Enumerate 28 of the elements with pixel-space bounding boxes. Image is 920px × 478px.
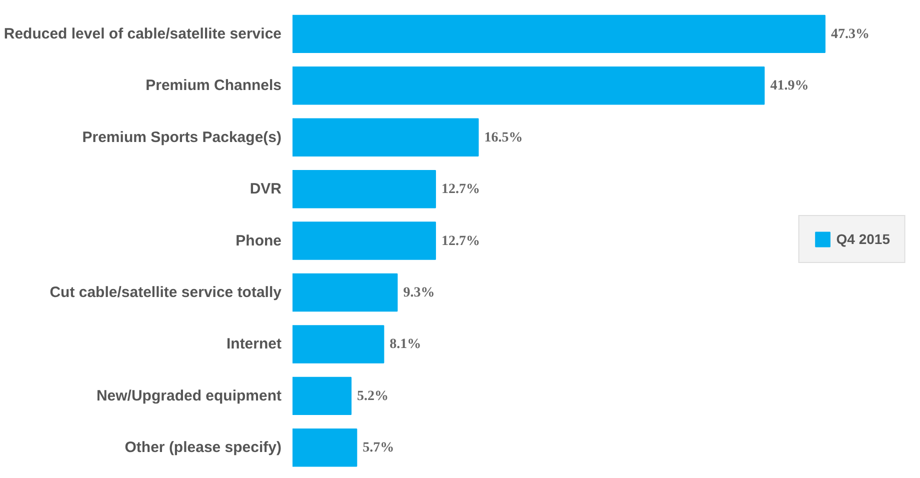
bar — [292, 66, 765, 105]
bar — [292, 325, 384, 364]
data-label: 9.3% — [403, 286, 435, 301]
y-tick-label: Reduced level of cable/satellite service — [4, 25, 282, 42]
data-label: 47.3% — [830, 26, 870, 42]
data-label: 16.5% — [484, 130, 523, 146]
bar — [292, 273, 398, 312]
y-tick-label: Internet — [226, 336, 282, 353]
y-tick-label: Other (please specify) — [124, 439, 282, 456]
y-tick-label: Premium Channels — [146, 77, 282, 94]
y-tick-label: DVR — [250, 180, 282, 198]
legend-label: Q4 2015 — [836, 231, 890, 247]
data-label: 5.2% — [357, 388, 389, 404]
data-label: 41.9% — [770, 78, 809, 94]
bar — [292, 118, 479, 156]
data-label: 5.7% — [362, 440, 394, 456]
bar — [292, 376, 352, 416]
y-tick-label: Phone — [236, 232, 282, 250]
bar — [292, 14, 826, 54]
data-label: 12.7% — [441, 234, 480, 249]
data-label: 8.1% — [390, 337, 422, 352]
data-label: 12.7% — [441, 182, 480, 198]
y-tick-label: Premium Sports Package(s) — [82, 128, 282, 146]
y-tick-label: Cut cable/satellite service totally — [50, 284, 282, 302]
bar — [292, 222, 436, 260]
bar — [292, 170, 436, 208]
y-tick-label: New/Upgraded equipment — [96, 387, 282, 404]
bar — [292, 428, 358, 467]
